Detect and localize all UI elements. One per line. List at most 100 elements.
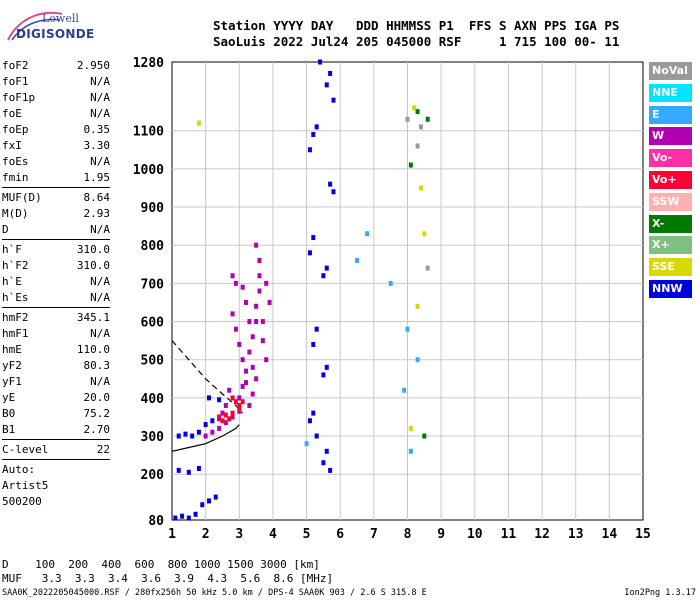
param-value: 3.30	[83, 139, 111, 152]
param-key: MUF(D)	[2, 191, 42, 204]
point-w	[203, 433, 208, 439]
legend-item-nne: NNE	[649, 83, 692, 102]
legend-item-nnw: NNW	[649, 279, 692, 298]
param-key: C-level	[2, 443, 49, 456]
legend-item-x: X-	[649, 214, 692, 233]
x-tick-label: 14	[602, 527, 618, 542]
point-w	[233, 326, 238, 332]
param-value: 80.3	[83, 359, 111, 372]
point-nnw	[217, 397, 222, 403]
x-tick-label: 4	[269, 527, 277, 542]
point-sse	[196, 120, 201, 126]
param-value: N/A	[90, 375, 110, 388]
point-w	[257, 273, 262, 279]
point-vo	[227, 416, 232, 422]
x-tick-label: 6	[336, 527, 344, 542]
param-key: foF1p	[2, 91, 36, 104]
param-value: N/A	[90, 223, 110, 236]
point-sse	[415, 303, 420, 309]
point-w	[210, 429, 215, 435]
legend-item-noval: NoVal	[649, 62, 692, 80]
param-value: 345.1	[76, 311, 110, 324]
param-row: foF1p N/A	[2, 90, 110, 106]
param-value: 1.95	[83, 171, 111, 184]
polarization-legend: NoVal NNE E W Vo- Vo+ SSW X- X+ SSE NNW	[649, 62, 692, 302]
point-nnw	[311, 235, 316, 241]
y-tick-label: 600	[141, 316, 165, 331]
point-nnw	[193, 511, 198, 517]
point-w	[230, 311, 235, 317]
point-w	[240, 357, 245, 363]
point-x	[422, 433, 427, 439]
x-tick-label: 11	[501, 527, 517, 542]
auto-label: Auto:	[2, 463, 36, 476]
point-e	[365, 231, 370, 237]
x-tick-label: 12	[534, 527, 550, 542]
point-w	[223, 420, 228, 426]
param-value: N/A	[90, 75, 110, 88]
param-value: 2.93	[83, 207, 111, 220]
point-w	[247, 349, 252, 355]
point-nnw	[321, 273, 326, 279]
param-key: M(D)	[2, 207, 29, 220]
point-w	[254, 242, 259, 248]
param-row: MUF(D) 8.64	[2, 190, 110, 206]
point-nnw	[321, 460, 326, 466]
point-nnw	[176, 433, 181, 439]
point-e	[415, 357, 420, 363]
y-tick-label: 500	[141, 354, 165, 369]
param-row: foF1 N/A	[2, 74, 110, 90]
point-vo	[237, 403, 242, 408]
x-tick-label: 2	[202, 527, 210, 542]
point-nnw	[307, 418, 312, 424]
param-key: foEp	[2, 123, 29, 136]
logo-swoosh-icon	[7, 11, 63, 41]
param-row: h`E N/A	[2, 274, 110, 290]
point-w	[240, 284, 245, 290]
point-nnw	[314, 326, 319, 332]
point-nnw	[196, 429, 201, 435]
y-tick-label: 400	[141, 392, 165, 407]
param-key: h`F2	[2, 259, 29, 272]
point-nnw	[324, 265, 329, 271]
param-key: foE	[2, 107, 22, 120]
param-key: fxI	[2, 139, 22, 152]
param-value: N/A	[90, 155, 110, 168]
point-nnw	[328, 181, 333, 187]
param-value: N/A	[90, 327, 110, 340]
param-value: 2.70	[83, 423, 111, 436]
param-value: 75.2	[83, 407, 111, 420]
point-w	[223, 403, 228, 408]
logo-line2: DIGISONDE	[16, 27, 95, 41]
logo-line1: Lowell	[42, 12, 79, 25]
point-w	[244, 368, 249, 374]
param-key: yF1	[2, 375, 22, 388]
x-tick-label: 10	[467, 527, 483, 542]
point-nnw	[324, 448, 329, 454]
point-w	[244, 380, 249, 386]
header-line1: Station YYYY DAY DDD HHMMSS P1 FFS S AXN…	[213, 18, 620, 33]
params-group-2: MUF(D) 8.64 M(D) 2.93 D N/A	[2, 190, 110, 238]
param-key: yF2	[2, 359, 22, 372]
y-tick-label: 1280	[133, 56, 164, 71]
point-w	[250, 364, 255, 370]
param-value: 110.0	[76, 343, 110, 356]
point-w	[257, 288, 262, 294]
point-nnw	[200, 502, 205, 508]
param-row: fxI 3.30	[2, 138, 110, 154]
point-noval	[405, 116, 410, 122]
point-w	[230, 414, 235, 420]
point-vo	[233, 399, 238, 405]
y-tick-label: 80	[148, 514, 164, 529]
param-divider	[2, 187, 110, 188]
point-nnw	[173, 515, 178, 521]
param-key: yE	[2, 391, 16, 404]
curve-muf-dashed	[171, 340, 244, 414]
param-key: hmF1	[2, 327, 29, 340]
point-sse	[422, 231, 427, 237]
point-nnw	[207, 498, 212, 504]
y-tick-label: 300	[141, 430, 165, 445]
point-x	[425, 116, 430, 122]
point-x	[408, 162, 413, 168]
